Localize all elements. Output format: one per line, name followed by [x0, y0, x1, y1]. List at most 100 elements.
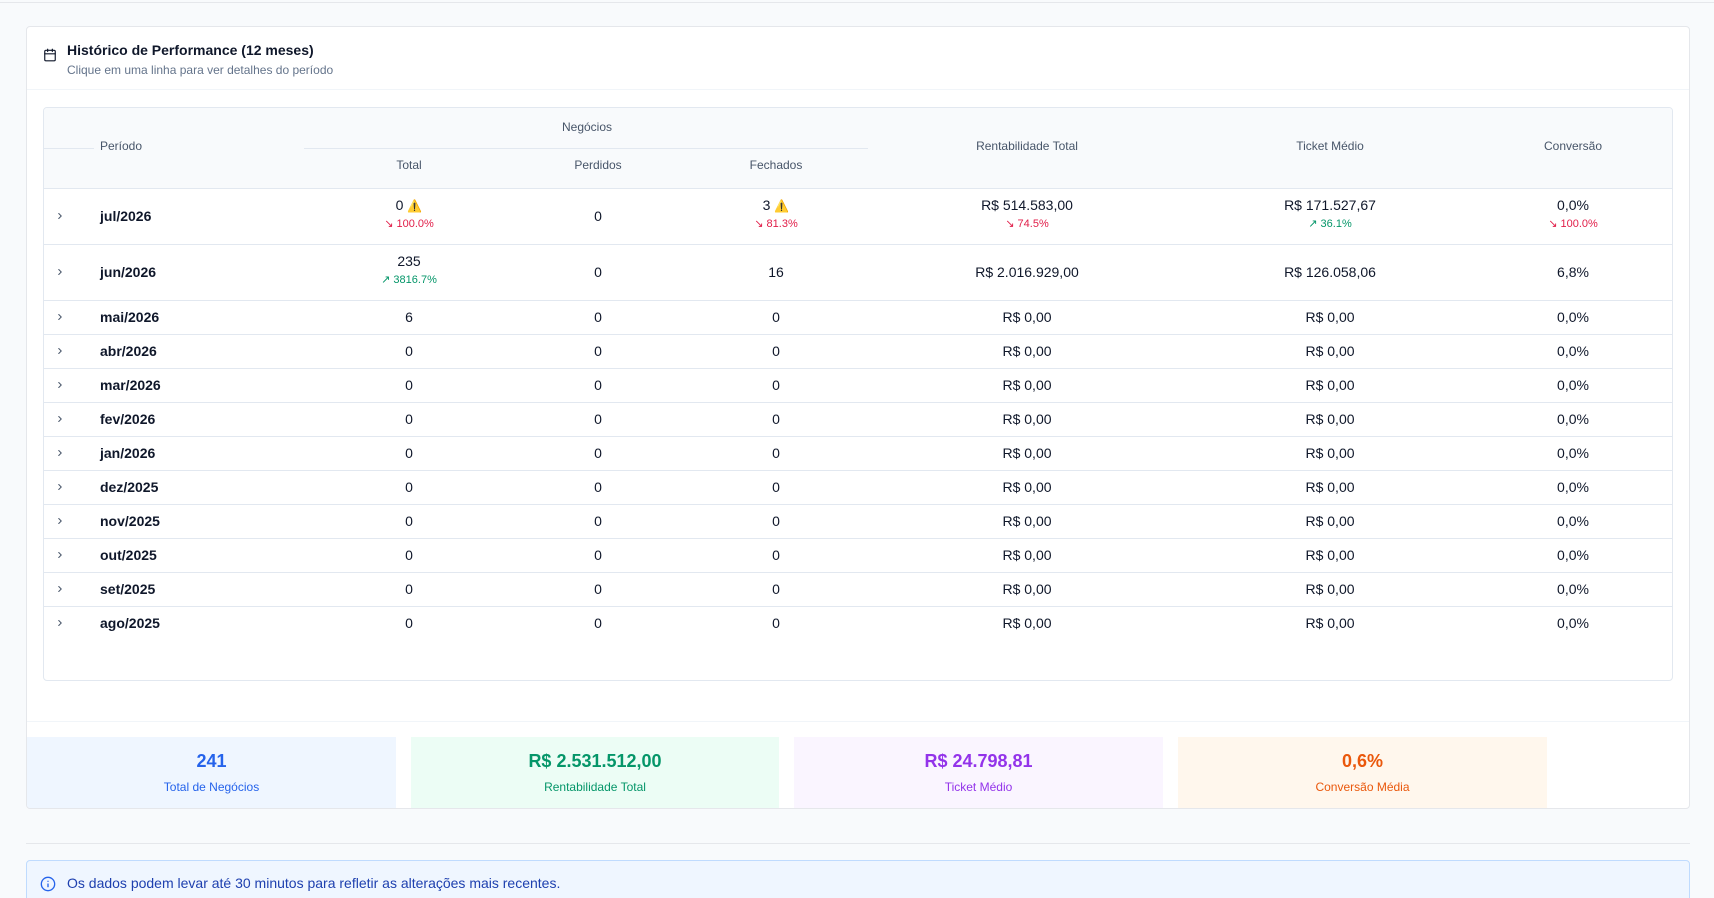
chevron-right-icon[interactable] — [55, 448, 65, 458]
cell-fechados-value: 0 — [772, 377, 780, 393]
section-divider — [27, 721, 1689, 722]
cell-conversao-value: 0,0% — [1557, 581, 1589, 597]
cell-perdidos: 0 — [594, 377, 602, 393]
row-periodo: fev/2026 — [100, 411, 156, 427]
warning-icon: ⚠️ — [407, 199, 423, 213]
cell-ticket: R$ 126.058,06 — [1284, 264, 1376, 280]
cell-conversao: 0,0% — [1557, 411, 1589, 427]
row-periodo: out/2025 — [100, 547, 157, 563]
chevron-right-icon[interactable] — [55, 482, 65, 492]
table-row[interactable]: out/2025 0 0 0 R$ 0,00 R$ 0,00 0,0% — [44, 539, 1672, 573]
cell-total-value: 0 — [405, 581, 413, 597]
trend-indicator: ↗ 3816.7% — [381, 274, 437, 286]
cell-conversao: 0,0% — [1557, 513, 1589, 529]
cell-rentabilidade-value: R$ 2.016.929,00 — [975, 264, 1079, 280]
cell-conversao-value: 0,0% — [1557, 411, 1589, 427]
table-row[interactable]: jul/2026 0 ⚠️ ↘ 100.0% 0 3 ⚠️ ↘ 81.3% R$ 514.5… — [44, 189, 1672, 245]
chevron-right-icon[interactable] — [55, 550, 65, 560]
cell-total-value: 0 — [405, 513, 413, 529]
section-divider — [26, 843, 1690, 844]
cell-rentabilidade: R$ 0,00 — [1002, 445, 1051, 461]
row-periodo: ago/2025 — [100, 615, 160, 631]
cell-total: 0 — [405, 615, 413, 631]
table-row[interactable]: nov/2025 0 0 0 R$ 0,00 R$ 0,00 0,0% — [44, 505, 1672, 539]
cell-fechados: 0 — [772, 377, 780, 393]
cell-ticket-value: R$ 0,00 — [1305, 547, 1355, 563]
col-ticket[interactable]: Ticket Médio — [1296, 139, 1364, 153]
trend-indicator: ↘ 100.0% — [384, 218, 434, 230]
cell-total-value: 0 — [405, 615, 413, 631]
cell-ticket-value: R$ 0,00 — [1305, 479, 1355, 495]
cell-rentabilidade-value: R$ 0,00 — [1002, 445, 1052, 461]
performance-table: Período Negócios Total Perdidos Fechados… — [43, 107, 1673, 681]
stat-card: R$ 24.798,81 Ticket Médio — [794, 737, 1163, 808]
cell-fechados: 0 — [772, 581, 780, 597]
cell-rentabilidade-value: R$ 0,00 — [1002, 615, 1052, 631]
table-row[interactable]: mar/2026 0 0 0 R$ 0,00 R$ 0,00 0,0% — [44, 369, 1672, 403]
cell-total-value: 0 — [405, 343, 413, 359]
col-total[interactable]: Total — [396, 158, 422, 172]
row-periodo: nov/2025 — [100, 513, 160, 529]
cell-fechados: 0 — [772, 547, 780, 563]
col-group-negocios: Negócios — [561, 120, 613, 134]
table-row[interactable]: abr/2026 0 0 0 R$ 0,00 R$ 0,00 0,0% — [44, 335, 1672, 369]
cell-perdidos: 0 — [594, 581, 602, 597]
cell-perdidos: 0 — [594, 343, 602, 359]
chevron-right-icon[interactable] — [55, 618, 65, 628]
cell-total-value: 0 — [405, 445, 413, 461]
cell-fechados-value: 0 — [772, 513, 780, 529]
cell-ticket: R$ 0,00 — [1305, 445, 1354, 461]
cell-ticket-value: R$ 0,00 — [1305, 309, 1355, 325]
cell-fechados-value: 0 — [772, 445, 780, 461]
cell-total: 0 — [405, 343, 413, 359]
table-row[interactable]: jun/2026 235 ↗ 3816.7% 0 16 R$ 2.016.929,00 R$… — [44, 245, 1672, 301]
row-periodo: jan/2026 — [100, 445, 156, 461]
col-perdidos[interactable]: Perdidos — [574, 158, 622, 172]
table-row[interactable]: ago/2025 0 0 0 R$ 0,00 R$ 0,00 0,0% — [44, 607, 1672, 641]
chevron-right-icon[interactable] — [55, 267, 65, 277]
cell-perdidos: 0 — [594, 445, 602, 461]
cell-ticket-value: R$ 0,00 — [1305, 513, 1355, 529]
table-row[interactable]: dez/2025 0 0 0 R$ 0,00 R$ 0,00 0,0% — [44, 471, 1672, 505]
chevron-right-icon[interactable] — [55, 346, 65, 356]
table-row[interactable]: fev/2026 0 0 0 R$ 0,00 R$ 0,00 0,0% — [44, 403, 1672, 437]
chevron-right-icon[interactable] — [55, 380, 65, 390]
col-fechados[interactable]: Fechados — [749, 158, 803, 172]
cell-perdidos-value: 0 — [594, 411, 602, 427]
col-rentabilidade[interactable]: Rentabilidade Total — [976, 139, 1078, 153]
card-title: Histórico de Performance (12 meses) — [67, 42, 314, 58]
cell-conversao-value: 0,0% — [1557, 309, 1589, 325]
col-conversao[interactable]: Conversão — [1543, 139, 1603, 153]
chevron-right-icon[interactable] — [55, 414, 65, 424]
chevron-right-icon[interactable] — [55, 211, 65, 221]
chevron-right-icon[interactable] — [55, 312, 65, 322]
cell-fechados: 0 — [772, 343, 780, 359]
cell-total-value: 235 — [397, 253, 421, 269]
chevron-right-icon[interactable] — [55, 516, 65, 526]
cell-perdidos: 0 — [594, 479, 602, 495]
cell-perdidos: 0 — [594, 309, 602, 325]
cell-fechados: 0 — [772, 445, 780, 461]
cell-fechados-value: 0 — [772, 479, 780, 495]
chevron-right-icon[interactable] — [55, 584, 65, 594]
cell-total: 0 — [405, 513, 413, 529]
cell-rentabilidade: R$ 0,00 — [1002, 615, 1051, 631]
cell-rentabilidade-value: R$ 0,00 — [1002, 377, 1052, 393]
table-row[interactable]: jan/2026 0 0 0 R$ 0,00 R$ 0,00 0,0% — [44, 437, 1672, 471]
cell-perdidos-value: 0 — [594, 377, 602, 393]
col-periodo[interactable]: Período — [100, 139, 143, 153]
cell-perdidos: 0 — [594, 264, 602, 280]
cell-rentabilidade-value: R$ 0,00 — [1002, 411, 1052, 427]
stat-card: 0,6% Conversão Média — [1178, 737, 1547, 808]
cell-conversao-value: 0,0% — [1557, 513, 1589, 529]
cell-perdidos-value: 0 — [594, 513, 602, 529]
table-row[interactable]: mai/2026 6 0 0 R$ 0,00 R$ 0,00 0,0% — [44, 301, 1672, 335]
trend-indicator: ↘ 81.3% — [754, 218, 798, 230]
row-periodo: abr/2026 — [100, 343, 157, 359]
cell-conversao-value: 0,0% — [1557, 479, 1589, 495]
stat-value: R$ 2.531.512,00 — [528, 751, 662, 771]
cell-ticket-value: R$ 171.527,67 — [1284, 197, 1376, 213]
cell-total-value: 0 — [405, 377, 413, 393]
row-periodo: mar/2026 — [100, 377, 161, 393]
table-row[interactable]: set/2025 0 0 0 R$ 0,00 R$ 0,00 0,0% — [44, 573, 1672, 607]
